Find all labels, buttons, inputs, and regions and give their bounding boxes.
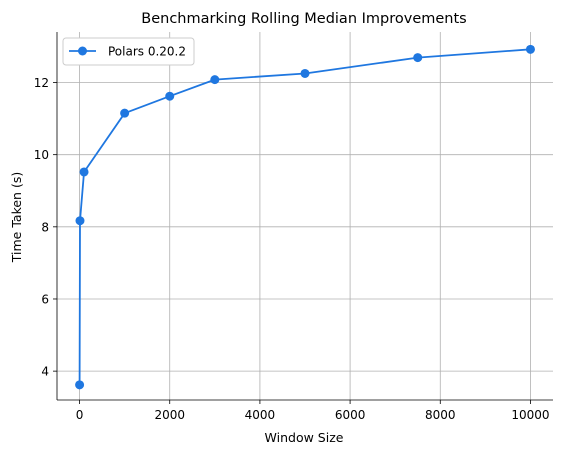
data-point bbox=[165, 91, 175, 101]
data-point bbox=[210, 75, 220, 85]
legend-marker-swatch bbox=[78, 46, 87, 56]
x-tick-label: 6000 bbox=[335, 408, 366, 422]
data-point bbox=[300, 68, 310, 78]
y-axis-label: Time Taken (s) bbox=[9, 172, 24, 263]
y-tick-label: 4 bbox=[41, 365, 49, 379]
x-tick-label: 4000 bbox=[245, 408, 276, 422]
chart-title: Benchmarking Rolling Median Improvements bbox=[141, 11, 466, 27]
x-axis-label: Window Size bbox=[265, 430, 344, 445]
legend-box bbox=[62, 37, 195, 66]
series-layer bbox=[75, 44, 535, 390]
tick-labels: 0 2000 4000 6000 8000 10000 4 6 8 10 12 bbox=[34, 76, 550, 422]
axes bbox=[53, 32, 553, 404]
series-line bbox=[78, 48, 531, 385]
data-point bbox=[79, 167, 89, 177]
legend: Polars 0.20.2 bbox=[62, 37, 195, 66]
data-point bbox=[413, 53, 423, 63]
data-point bbox=[75, 380, 85, 390]
legend-entry-label: Polars 0.20.2 bbox=[108, 45, 186, 59]
x-tick-label: 10000 bbox=[511, 408, 549, 422]
x-tick-label: 2000 bbox=[154, 408, 185, 422]
grid-lines bbox=[57, 32, 553, 400]
y-tick-label: 6 bbox=[41, 292, 49, 306]
x-tick-label: 8000 bbox=[425, 408, 456, 422]
data-point bbox=[75, 216, 85, 226]
data-point bbox=[120, 108, 130, 118]
y-tick-label: 12 bbox=[34, 76, 49, 90]
y-tick-label: 10 bbox=[34, 148, 49, 162]
y-tick-label: 8 bbox=[41, 220, 49, 234]
x-tick-label: 0 bbox=[76, 408, 84, 422]
data-point bbox=[525, 44, 535, 54]
